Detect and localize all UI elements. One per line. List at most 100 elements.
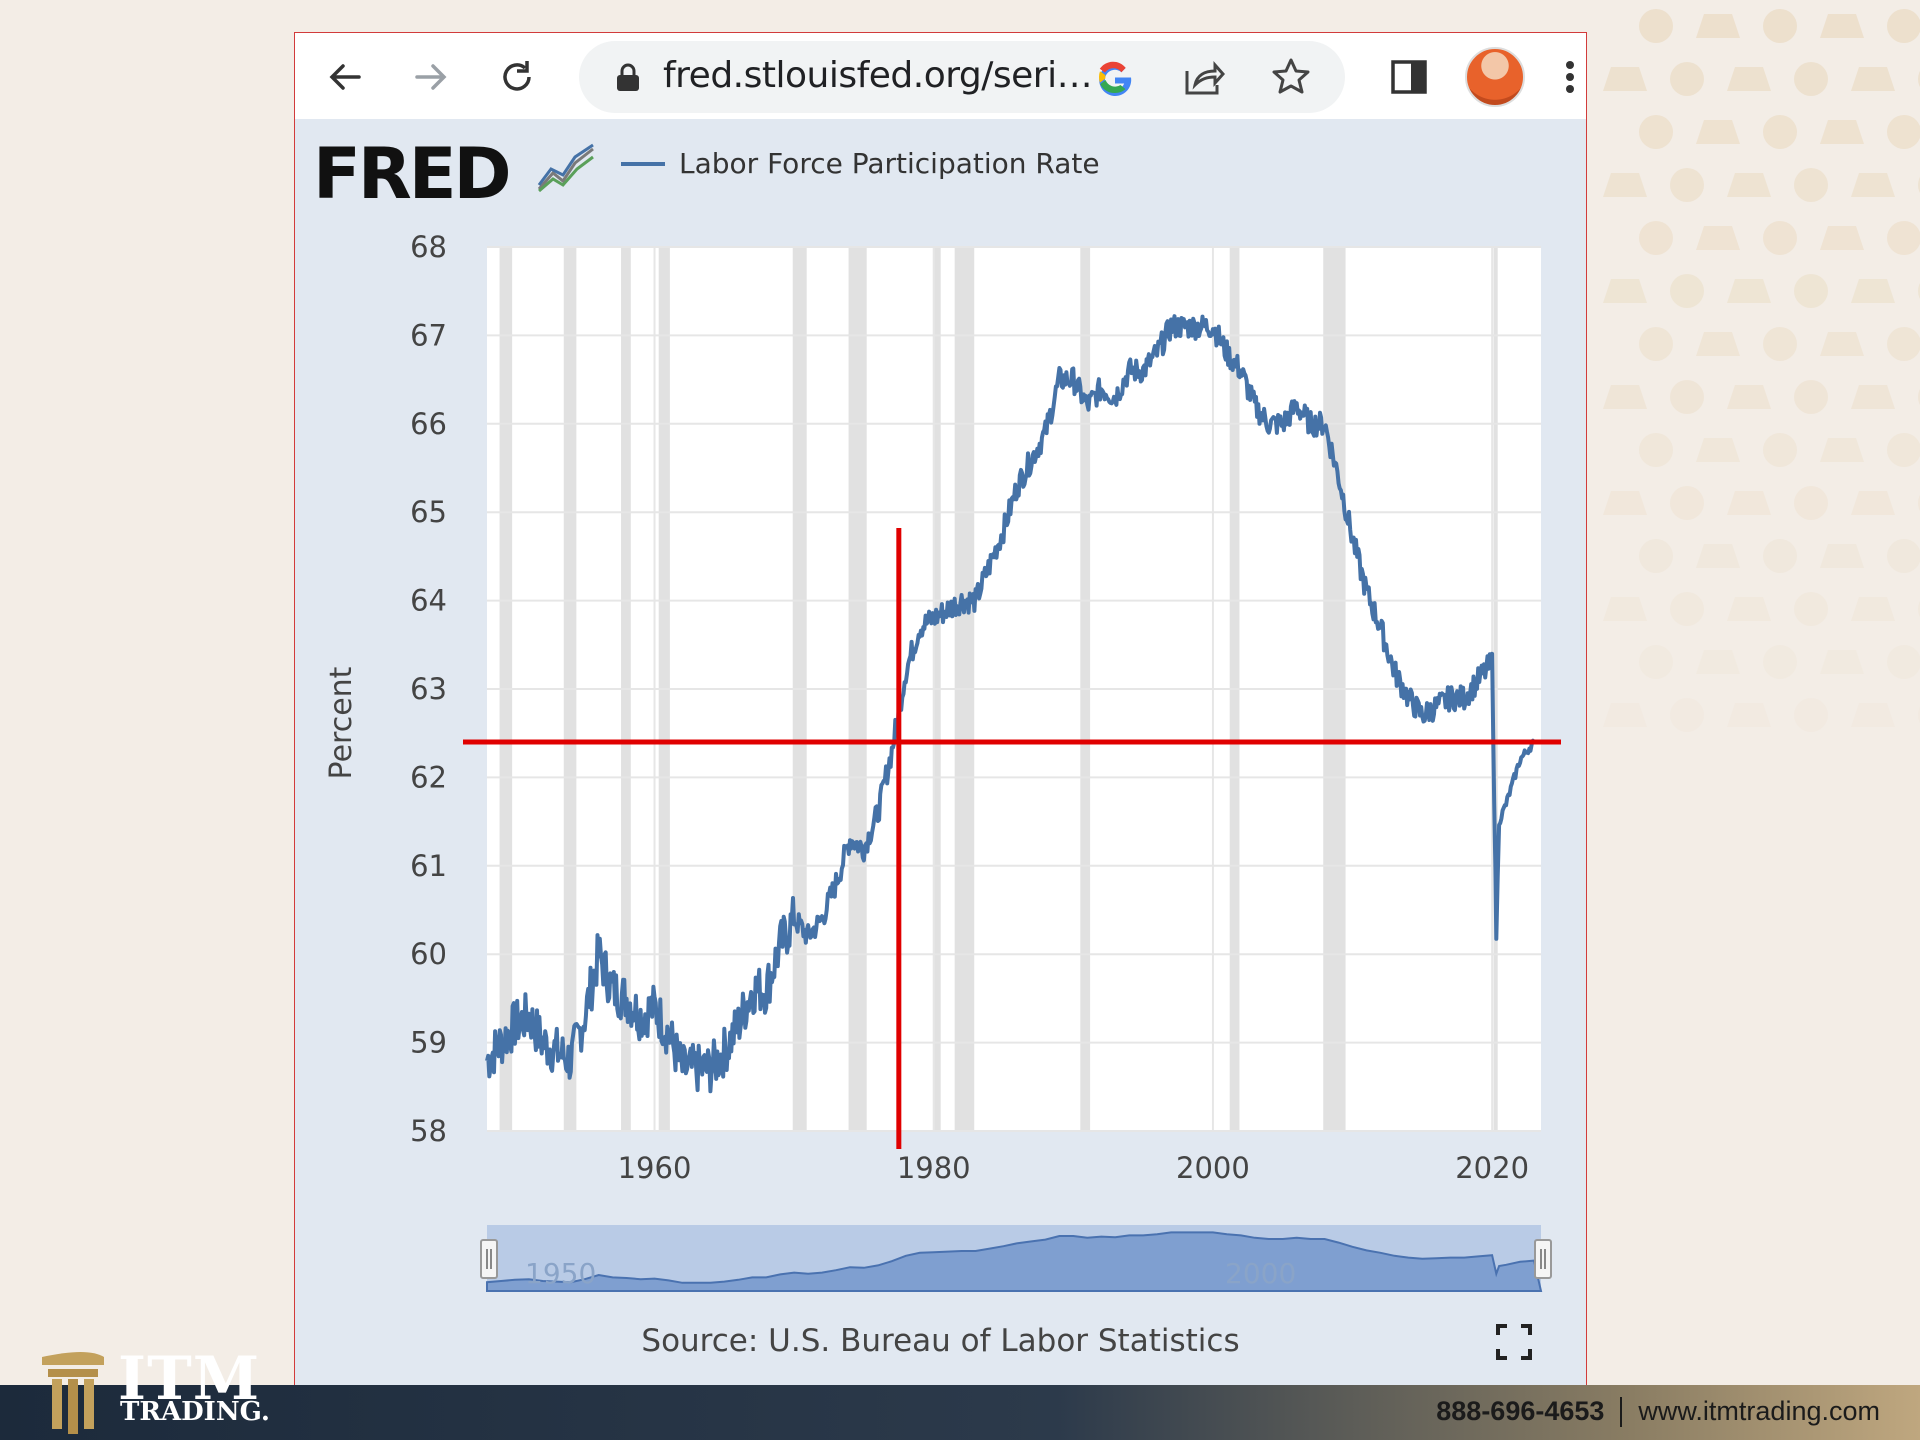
pattern-bar bbox=[1727, 279, 1771, 303]
pattern-bar bbox=[1851, 173, 1895, 197]
reload-icon[interactable] bbox=[493, 53, 541, 101]
pattern-coin bbox=[1670, 698, 1704, 732]
pattern-coin bbox=[1639, 645, 1673, 679]
pattern-coin bbox=[1670, 486, 1704, 520]
pattern-coin bbox=[1763, 221, 1797, 255]
fred-chart-logo-icon bbox=[535, 141, 597, 195]
legend-label[interactable]: Labor Force Participation Rate bbox=[679, 147, 1100, 180]
pattern-bar bbox=[1851, 279, 1895, 303]
itm-column-logo-icon bbox=[42, 1352, 104, 1434]
pattern-coin bbox=[1639, 115, 1673, 149]
pattern-bar bbox=[1820, 120, 1864, 144]
pattern-coin bbox=[1794, 486, 1828, 520]
pattern-bar bbox=[1727, 491, 1771, 515]
y-axis-label: Percent bbox=[324, 666, 359, 779]
pattern-coin bbox=[1887, 645, 1920, 679]
pattern-coin bbox=[1763, 9, 1797, 43]
pattern-bar bbox=[1851, 385, 1895, 409]
y-tick-label: 58 bbox=[410, 1114, 447, 1148]
menu-dots-icon[interactable] bbox=[1555, 53, 1585, 101]
x-tick-label: 2000 bbox=[1176, 1151, 1250, 1185]
bottom-banner bbox=[0, 1385, 1920, 1440]
x-tick-label: 1980 bbox=[897, 1151, 971, 1185]
pattern-bar bbox=[1820, 544, 1864, 568]
forward-arrow-icon[interactable] bbox=[407, 53, 455, 101]
pattern-coin bbox=[1763, 539, 1797, 573]
pattern-coin bbox=[1794, 274, 1828, 308]
pattern-bar bbox=[1603, 67, 1647, 91]
address-bar[interactable]: fred.stlouisfed.org/seri… bbox=[579, 41, 1345, 113]
pattern-coin bbox=[1887, 327, 1920, 361]
pattern-bar bbox=[1820, 332, 1864, 356]
divider bbox=[1620, 1396, 1623, 1427]
y-tick-label: 65 bbox=[410, 495, 447, 529]
pattern-coin bbox=[1887, 221, 1920, 255]
y-tick-label: 63 bbox=[410, 672, 447, 706]
pattern-bar bbox=[1727, 385, 1771, 409]
pattern-bar bbox=[1820, 226, 1864, 250]
pattern-coin bbox=[1794, 62, 1828, 96]
pattern-coin bbox=[1794, 592, 1828, 626]
pattern-bar bbox=[1603, 385, 1647, 409]
pattern-bar bbox=[1727, 67, 1771, 91]
pattern-bar bbox=[1696, 650, 1740, 674]
pattern-coin bbox=[1763, 327, 1797, 361]
pattern-bar bbox=[1727, 597, 1771, 621]
pattern-bar bbox=[1820, 14, 1864, 38]
pattern-bar bbox=[1851, 67, 1895, 91]
navigator-label: 2000 bbox=[1225, 1257, 1296, 1290]
pattern-coin bbox=[1639, 539, 1673, 573]
pattern-bar bbox=[1851, 703, 1895, 727]
pattern-bar bbox=[1603, 173, 1647, 197]
pattern-bar bbox=[1851, 491, 1895, 515]
phone-number[interactable]: 888-696-4653 bbox=[1436, 1396, 1605, 1426]
y-tick-label: 59 bbox=[410, 1026, 447, 1060]
pattern-coin bbox=[1670, 62, 1704, 96]
pattern-coin bbox=[1639, 433, 1673, 467]
pattern-bar bbox=[1603, 597, 1647, 621]
pattern-bar bbox=[1603, 279, 1647, 303]
x-tick-label: 1960 bbox=[618, 1151, 692, 1185]
fullscreen-icon[interactable] bbox=[1495, 1323, 1533, 1361]
navigator-handle[interactable] bbox=[1534, 1239, 1552, 1279]
google-icon[interactable] bbox=[1095, 57, 1135, 101]
contact-info: 888-696-4653 www.itmtrading.com bbox=[1436, 1396, 1880, 1427]
website-link[interactable]: www.itmtrading.com bbox=[1638, 1396, 1880, 1426]
url-text[interactable]: fred.stlouisfed.org/seri… bbox=[663, 55, 1093, 96]
pattern-coin bbox=[1887, 9, 1920, 43]
y-tick-label: 61 bbox=[410, 849, 447, 883]
pattern-coin bbox=[1670, 592, 1704, 626]
y-tick-label: 67 bbox=[410, 318, 447, 352]
pattern-coin bbox=[1794, 380, 1828, 414]
pattern-bar bbox=[1820, 438, 1864, 462]
pattern-bar bbox=[1696, 14, 1740, 38]
browser-window: fred.stlouisfed.org/seri… FR bbox=[294, 32, 1587, 1387]
star-icon[interactable] bbox=[1271, 57, 1311, 101]
pattern-coin bbox=[1639, 221, 1673, 255]
fred-logo[interactable]: FRED bbox=[313, 133, 512, 215]
pattern-coin bbox=[1670, 168, 1704, 202]
back-arrow-icon[interactable] bbox=[321, 53, 369, 101]
pattern-bar bbox=[1696, 120, 1740, 144]
side-panel-icon[interactable] bbox=[1385, 53, 1433, 101]
navigator-handle[interactable] bbox=[480, 1239, 498, 1279]
navigator-area bbox=[486, 1231, 1543, 1292]
y-tick-label: 64 bbox=[410, 584, 447, 618]
legend-swatch bbox=[621, 162, 665, 166]
pattern-bar bbox=[1696, 332, 1740, 356]
pattern-coin bbox=[1670, 274, 1704, 308]
pattern-bar bbox=[1851, 597, 1895, 621]
y-tick-label: 66 bbox=[410, 407, 447, 441]
pattern-coin bbox=[1763, 645, 1797, 679]
itm-brand-sub: TRADING. bbox=[120, 1397, 270, 1427]
pattern-coin bbox=[1670, 380, 1704, 414]
pattern-bar bbox=[1603, 703, 1647, 727]
y-tick-label: 68 bbox=[410, 230, 447, 264]
pattern-coin bbox=[1887, 115, 1920, 149]
avatar[interactable] bbox=[1465, 47, 1525, 107]
share-icon[interactable] bbox=[1183, 57, 1226, 101]
lock-icon[interactable] bbox=[615, 63, 641, 97]
pattern-bar bbox=[1727, 173, 1771, 197]
pattern-bar bbox=[1820, 650, 1864, 674]
